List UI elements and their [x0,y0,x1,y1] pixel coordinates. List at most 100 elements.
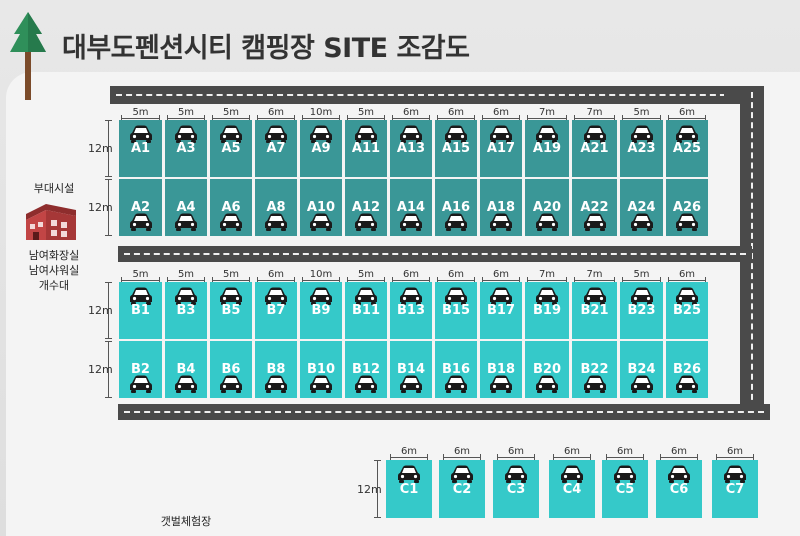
car-icon [443,212,469,232]
site-a9[interactable]: A9 [300,120,342,177]
site-b10[interactable]: B10 [300,341,342,398]
car-icon [629,286,655,306]
site-a13[interactable]: A13 [390,120,432,177]
site-c6[interactable]: C6 [656,460,702,518]
site-b6[interactable]: B6 [210,341,252,398]
height-dimension [105,341,116,398]
site-b5[interactable]: B5 [210,282,252,339]
site-a11[interactable]: A11 [345,120,387,177]
site-c5[interactable]: C5 [602,460,648,518]
site-a2[interactable]: A2 [119,179,162,236]
facility-line-3: 개수대 [38,279,70,292]
car-icon [308,212,334,232]
site-label: B3 [176,303,196,318]
car-icon [488,124,514,144]
site-b2[interactable]: B2 [119,341,162,398]
site-a23[interactable]: A23 [620,120,663,177]
site-b9[interactable]: B9 [300,282,342,339]
site-b11[interactable]: B11 [345,282,387,339]
width-dimension: 6m [606,446,644,461]
car-icon [534,374,560,394]
site-a20[interactable]: A20 [525,179,569,236]
facility-line-1: 남여화장실 [28,249,80,262]
site-b20[interactable]: B20 [525,341,569,398]
car-icon [173,286,199,306]
site-b13[interactable]: B13 [390,282,432,339]
site-label: C1 [399,481,419,497]
site-b23[interactable]: B23 [620,282,663,339]
width-dimension: 6m [668,269,706,284]
site-b8[interactable]: B8 [255,341,297,398]
site-c3[interactable]: C3 [493,460,539,518]
site-a22[interactable]: A22 [572,179,617,236]
site-a7[interactable]: A7 [255,120,297,177]
width-dimension: 6m [392,107,430,122]
site-b18[interactable]: B18 [480,341,522,398]
site-label: B8 [266,362,286,377]
width-dimension: 10m [302,269,340,284]
site-b24[interactable]: B24 [620,341,663,398]
site-b25[interactable]: B25 [666,282,708,339]
site-label: A9 [311,141,331,156]
site-b16[interactable]: B16 [435,341,477,398]
site-b26[interactable]: B26 [666,341,708,398]
site-label: A1 [130,141,151,156]
building-icon [26,204,76,240]
site-b7[interactable]: B7 [255,282,297,339]
site-a18[interactable]: A18 [480,179,522,236]
width-dimension: 7m [527,107,567,122]
car-icon [582,374,608,394]
width-dimension: 5m [167,269,205,284]
site-a21[interactable]: A21 [572,120,617,177]
road-bottom [118,404,770,420]
car-icon [674,124,700,144]
site-label: A6 [221,200,241,215]
car-icon [582,286,608,306]
site-a3[interactable]: A3 [165,120,207,177]
height-label: 12m [357,483,382,496]
site-a25[interactable]: A25 [666,120,708,177]
site-c2[interactable]: C2 [439,460,485,518]
site-c7[interactable]: C7 [712,460,758,518]
site-a17[interactable]: A17 [480,120,522,177]
site-c1[interactable]: C1 [386,460,432,518]
width-dimension: 6m [482,269,520,284]
site-a10[interactable]: A10 [300,179,342,236]
car-icon [582,124,608,144]
site-a14[interactable]: A14 [390,179,432,236]
car-icon [128,124,154,144]
car-icon [396,464,422,484]
site-b19[interactable]: B19 [525,282,569,339]
site-a19[interactable]: A19 [525,120,569,177]
site-c4[interactable]: C4 [549,460,595,518]
site-label: A11 [351,141,381,156]
site-b14[interactable]: B14 [390,341,432,398]
width-dimension: 6m [716,446,754,461]
site-a24[interactable]: A24 [620,179,663,236]
car-icon [582,212,608,232]
site-a16[interactable]: A16 [435,179,477,236]
site-b12[interactable]: B12 [345,341,387,398]
site-b21[interactable]: B21 [572,282,617,339]
site-b1[interactable]: B1 [119,282,162,339]
site-a12[interactable]: A12 [345,179,387,236]
site-a26[interactable]: A26 [666,179,708,236]
site-a4[interactable]: A4 [165,179,207,236]
site-b15[interactable]: B15 [435,282,477,339]
car-icon [534,286,560,306]
width-dimension: 6m [660,446,698,461]
site-b4[interactable]: B4 [165,341,207,398]
site-a5[interactable]: A5 [210,120,252,177]
site-a6[interactable]: A6 [210,179,252,236]
site-b3[interactable]: B3 [165,282,207,339]
mudflat-label: 갯벌체험장 [160,515,212,528]
car-icon [398,374,424,394]
width-dimension: 6m [257,107,295,122]
site-a8[interactable]: A8 [255,179,297,236]
site-b22[interactable]: B22 [572,341,617,398]
car-icon [353,124,379,144]
site-b17[interactable]: B17 [480,282,522,339]
site-a1[interactable]: A1 [119,120,162,177]
road-middle [118,246,752,262]
site-a15[interactable]: A15 [435,120,477,177]
